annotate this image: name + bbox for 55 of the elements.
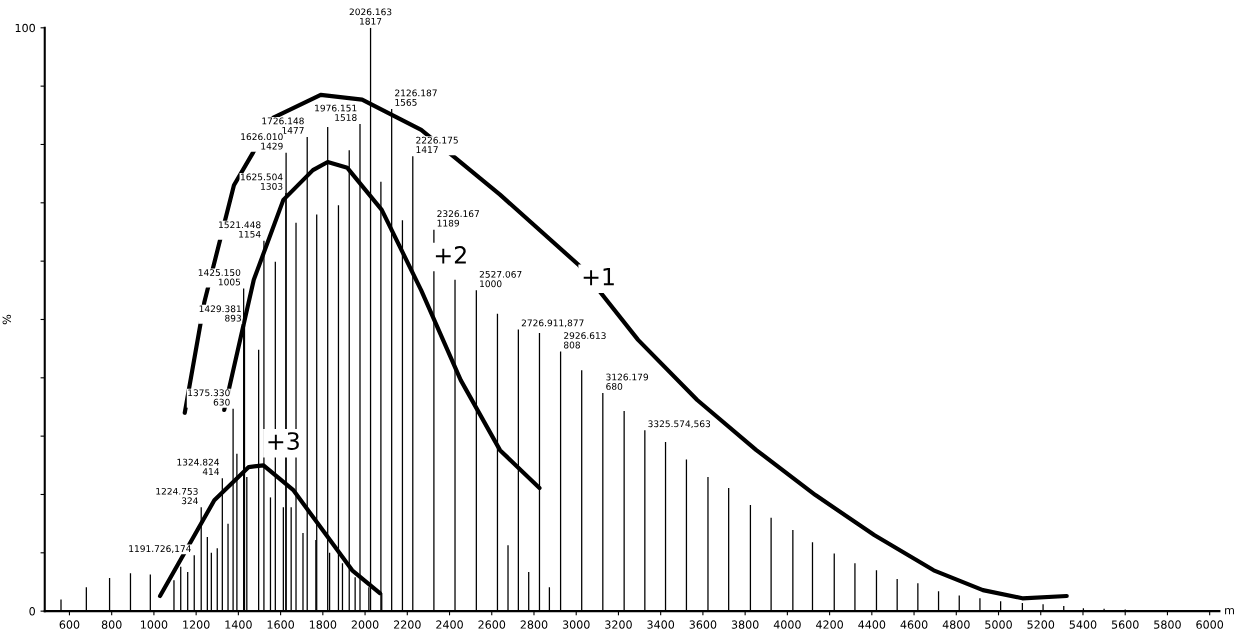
x-tick-label: 3800 <box>731 620 759 629</box>
annotation: 2326.167 1189 <box>437 210 479 227</box>
annotation: 3325.574,563 <box>648 420 711 429</box>
y-tick-label: 100 <box>15 23 35 33</box>
x-tick-label: 1000 <box>140 620 168 629</box>
x-tick-label: 600 <box>59 620 80 629</box>
annotation: 1429.381 893 <box>199 305 241 322</box>
x-tick-label: 4600 <box>900 620 928 629</box>
x-tick-label: 1200 <box>183 620 210 629</box>
annotation: 1224.753 324 <box>156 487 198 505</box>
x-tick-label: 2400 <box>436 620 463 629</box>
x-tick-label: 5200 <box>1027 620 1055 629</box>
annotation: 2726.911,877 <box>521 319 584 328</box>
x-tick-label: 2000 <box>351 620 379 629</box>
x-tick-label: 4000 <box>773 620 801 629</box>
x-tick-label: 4200 <box>816 620 843 629</box>
annotation: 1191.726,174 <box>129 545 191 553</box>
x-axis-title: m <box>1225 607 1234 615</box>
x-tick-label: 3400 <box>647 620 675 629</box>
annotation: +2 <box>435 246 466 264</box>
x-tick-label: 5000 <box>985 620 1012 629</box>
annotation: 2126.187 1565 <box>395 89 437 106</box>
annotation: +3 <box>268 432 299 450</box>
annotation: 3126.179 680 <box>606 373 649 390</box>
y-axis-title: % <box>2 314 11 325</box>
x-tick-label: 4800 <box>942 620 970 629</box>
annotation: 1626.010 1429 <box>241 133 283 150</box>
annotation: 2226.175 1417 <box>416 136 458 153</box>
x-tick-label: 3200 <box>605 620 632 629</box>
x-tick-label: 4400 <box>858 620 886 629</box>
annotation: +1 <box>583 267 614 286</box>
x-tick-label: 2200 <box>393 620 421 629</box>
x-tick-label: 6000 <box>1196 620 1224 629</box>
x-tick-label: 1400 <box>225 620 252 629</box>
x-tick-label: 3600 <box>689 620 717 629</box>
annotation: 1625.504 1303 <box>241 173 283 190</box>
annotation: 1375.330 630 <box>188 389 230 406</box>
annotation: 2926.613 808 <box>563 332 606 349</box>
annotation: 1976.151 1518 <box>315 104 357 121</box>
x-tick-label: 2800 <box>520 620 548 629</box>
annotation: 2026.163 1817 <box>349 8 392 25</box>
x-tick-label: 5800 <box>1154 620 1181 629</box>
x-tick-label: 3000 <box>562 620 590 629</box>
x-tick-label: 2600 <box>478 620 506 629</box>
x-tick-label: 5600 <box>1111 620 1139 629</box>
annotation: 1726.148 1477 <box>262 117 304 134</box>
x-tick-label: 1600 <box>267 620 294 629</box>
x-tick-label: 800 <box>101 620 122 629</box>
annotation: 1324.824 414 <box>177 458 220 475</box>
x-tick-label: 5400 <box>1069 620 1097 629</box>
annotation: 1521.448 1154 <box>219 221 261 238</box>
annotation: 2527.067 1000 <box>479 270 522 288</box>
y-tick-label: 0 <box>29 607 35 616</box>
x-tick-label: 1800 <box>309 620 337 629</box>
annotation: 1425.150 1005 <box>198 269 241 286</box>
